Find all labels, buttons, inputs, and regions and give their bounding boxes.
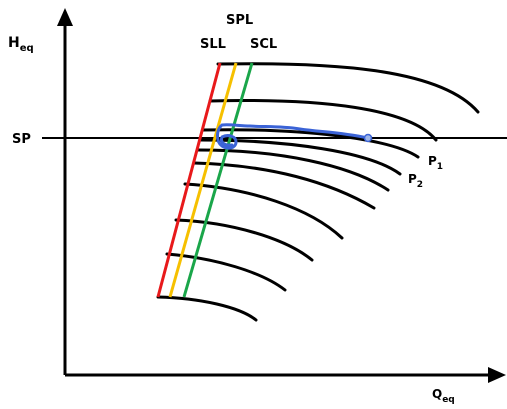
speed-curve-p1	[201, 128, 420, 159]
scl-label: SCL	[250, 37, 277, 52]
speed-curve-2	[208, 99, 438, 142]
speed-curve-7	[183, 182, 344, 240]
setpoint-label: SP	[12, 132, 31, 147]
spl-label: SPL	[226, 13, 253, 28]
speed-curve-10	[156, 295, 258, 322]
speed-curve-9	[165, 252, 287, 292]
p1-label: P1	[428, 154, 443, 172]
speed-curve-6	[192, 161, 376, 210]
x-axis-arrowhead	[488, 367, 506, 383]
speed-curve-1	[216, 62, 480, 114]
y-axis-label: Heq	[8, 35, 34, 54]
p2-label: P2	[408, 172, 423, 190]
sll-label: SLL	[200, 37, 226, 52]
operating-trajectory	[216, 123, 370, 150]
surge-limit-line	[156, 62, 222, 298]
speed-curves	[156, 62, 480, 322]
x-axis-label: Qeq	[432, 387, 455, 404]
surge-control-line	[182, 62, 254, 298]
speed-curve-p2	[199, 138, 402, 176]
y-axis-arrowhead	[57, 8, 73, 26]
surge-protection-line	[168, 62, 238, 298]
speed-curve-8	[174, 218, 314, 262]
operating-point-marker	[363, 133, 373, 143]
